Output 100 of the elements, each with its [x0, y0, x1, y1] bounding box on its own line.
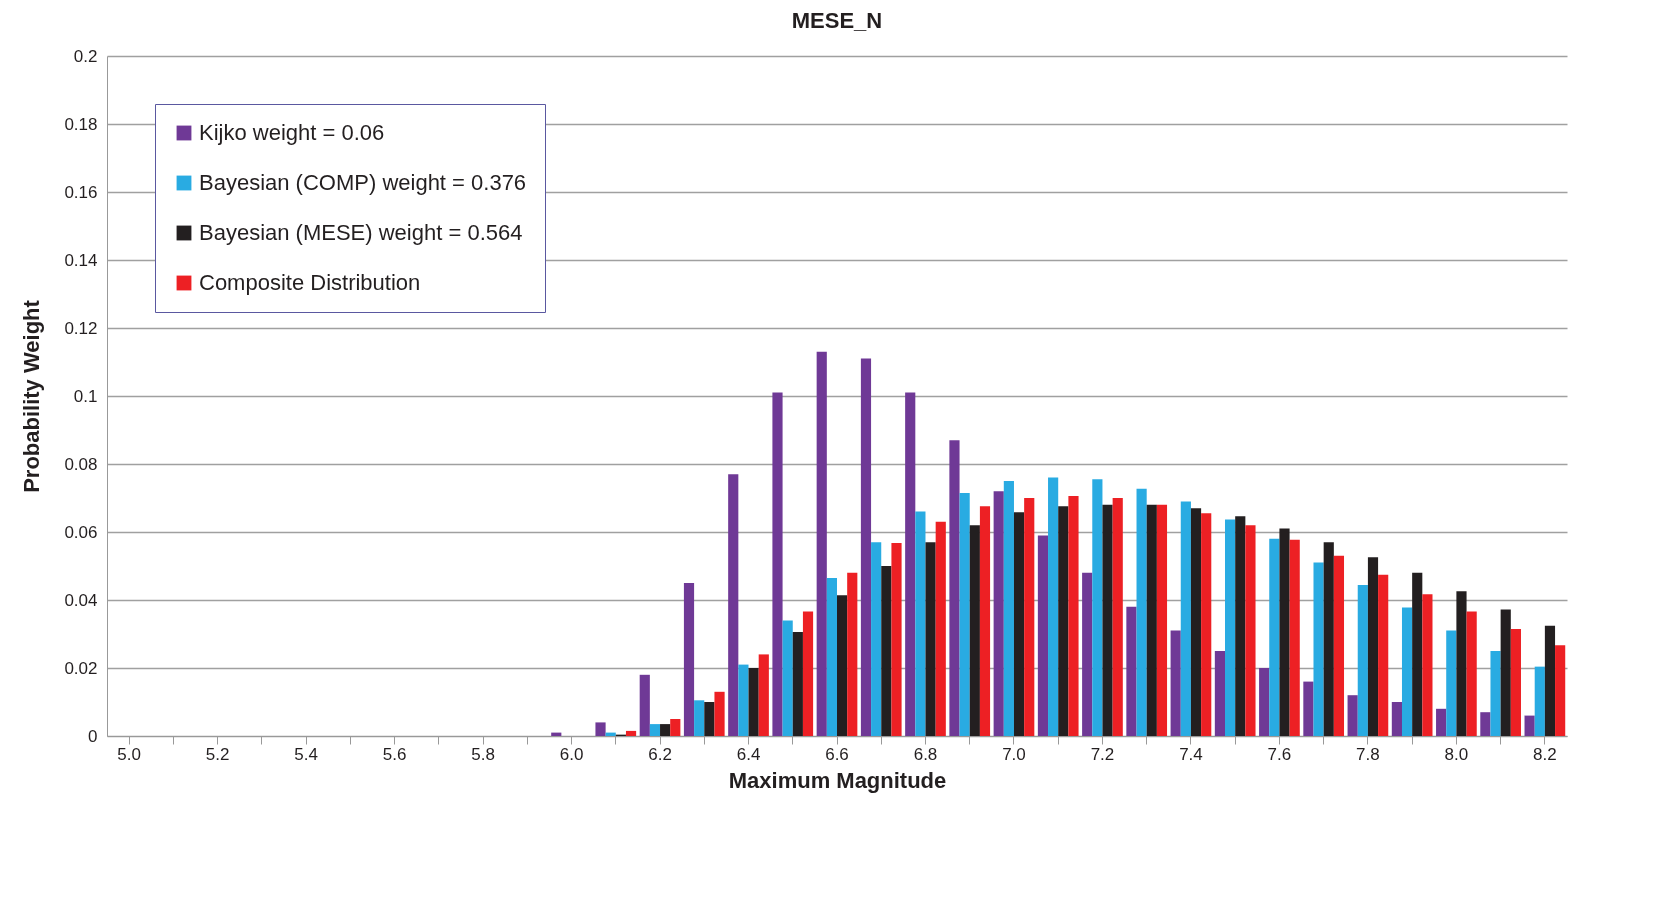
bar: [1003, 481, 1014, 736]
bar: [1357, 585, 1368, 736]
legend-label: Bayesian (COMP) weight = 0.376: [199, 170, 527, 195]
bar: [792, 631, 803, 736]
bar: [758, 654, 769, 736]
bar: [1480, 712, 1491, 736]
bar: [1058, 506, 1069, 736]
bar: [660, 724, 671, 736]
bar: [1190, 508, 1202, 736]
x-tick-label: 6.2: [648, 744, 672, 764]
y-axis-title: Probability Weight: [19, 299, 45, 493]
bar: [1456, 591, 1467, 736]
x-tick-label: 5.2: [205, 744, 230, 764]
bar: [935, 521, 946, 736]
bar: [905, 392, 916, 736]
y-tick-label: 0.12: [64, 318, 98, 338]
x-tick-label: 7.6: [1267, 744, 1292, 764]
bar: [1555, 645, 1566, 736]
bar: [1378, 574, 1389, 736]
bar: [1037, 535, 1049, 736]
x-tick-label: 7.0: [1002, 744, 1026, 764]
bar: [1422, 594, 1433, 736]
y-tick-label: 0.14: [64, 250, 98, 270]
bar: [714, 691, 725, 736]
bar: [993, 491, 1004, 736]
x-tick-label: 6.8: [913, 744, 938, 764]
x-axis-title: Maximum Magnitude: [728, 767, 947, 793]
x-tick-label: 7.4: [1179, 744, 1203, 764]
bar: [1289, 539, 1300, 736]
bar: [748, 668, 759, 736]
bar: [1170, 630, 1181, 736]
bar: [860, 358, 872, 736]
x-tick-label: 5.6: [382, 744, 407, 764]
x-tick-label: 5.0: [117, 744, 141, 764]
bar: [1201, 513, 1212, 736]
bar: [772, 392, 783, 736]
bar: [1225, 519, 1236, 736]
bar: [1401, 607, 1413, 736]
y-tick-label: 0.08: [64, 454, 98, 474]
bar: [816, 351, 827, 736]
bar: [1510, 628, 1521, 736]
bar: [1146, 504, 1157, 736]
bar: [1347, 695, 1358, 736]
y-tick-label: 0.18: [64, 114, 98, 134]
bar: [1126, 606, 1137, 736]
bar: [1214, 651, 1226, 736]
bar: [826, 577, 837, 736]
y-tick-label: 0.16: [64, 182, 98, 202]
bar: [649, 724, 661, 736]
x-tick-label: 5.8: [471, 744, 495, 764]
y-tick-label: 0.02: [64, 658, 98, 678]
bar: [1500, 609, 1511, 736]
x-tick-label: 8.2: [1533, 744, 1557, 764]
bar: [595, 722, 606, 736]
bar: [1466, 611, 1477, 736]
bar: [1013, 512, 1025, 736]
bar: [1245, 525, 1256, 736]
bar: [1544, 625, 1556, 736]
bar: [1367, 557, 1379, 736]
bar: [891, 542, 902, 736]
bar: [969, 525, 980, 736]
bar: [639, 674, 650, 736]
x-tick-label: 8.0: [1444, 744, 1469, 764]
bar: [1323, 542, 1334, 736]
bar: [1303, 681, 1314, 736]
y-tick-label: 0.2: [73, 46, 98, 66]
bar: [1412, 572, 1423, 736]
bar: [1446, 630, 1457, 736]
y-tick-label: 0.06: [64, 522, 98, 542]
bar: [1534, 666, 1545, 736]
x-tick-label: 7.8: [1356, 744, 1380, 764]
x-tick-label: 5.4: [294, 744, 318, 764]
bar: [1490, 651, 1501, 736]
bar: [1136, 488, 1147, 736]
bar: [949, 440, 960, 736]
x-tick-label: 7.2: [1090, 744, 1115, 764]
bar: [738, 664, 749, 736]
bar: [1279, 528, 1290, 736]
bar: [1024, 498, 1035, 736]
bar: [1333, 555, 1345, 736]
bar: [871, 542, 882, 736]
bar: [625, 730, 637, 736]
bar: [1269, 538, 1280, 736]
bar: [728, 474, 739, 736]
bar: [847, 572, 858, 736]
bar: [925, 542, 936, 736]
bar: [1156, 504, 1168, 736]
bar: [915, 511, 926, 736]
bar: [979, 506, 991, 736]
bar: [704, 702, 715, 736]
bar: [1436, 708, 1447, 736]
bar: [782, 620, 793, 736]
bar: [1068, 495, 1079, 736]
y-tick-label: 0: [88, 726, 98, 746]
legend-label: Composite Distribution: [199, 270, 421, 295]
y-tick-label: 0.1: [73, 386, 98, 406]
bar: [1235, 516, 1246, 736]
y-tick-label: 0.04: [64, 590, 98, 610]
bar: [881, 566, 892, 736]
bar: [1259, 668, 1270, 736]
